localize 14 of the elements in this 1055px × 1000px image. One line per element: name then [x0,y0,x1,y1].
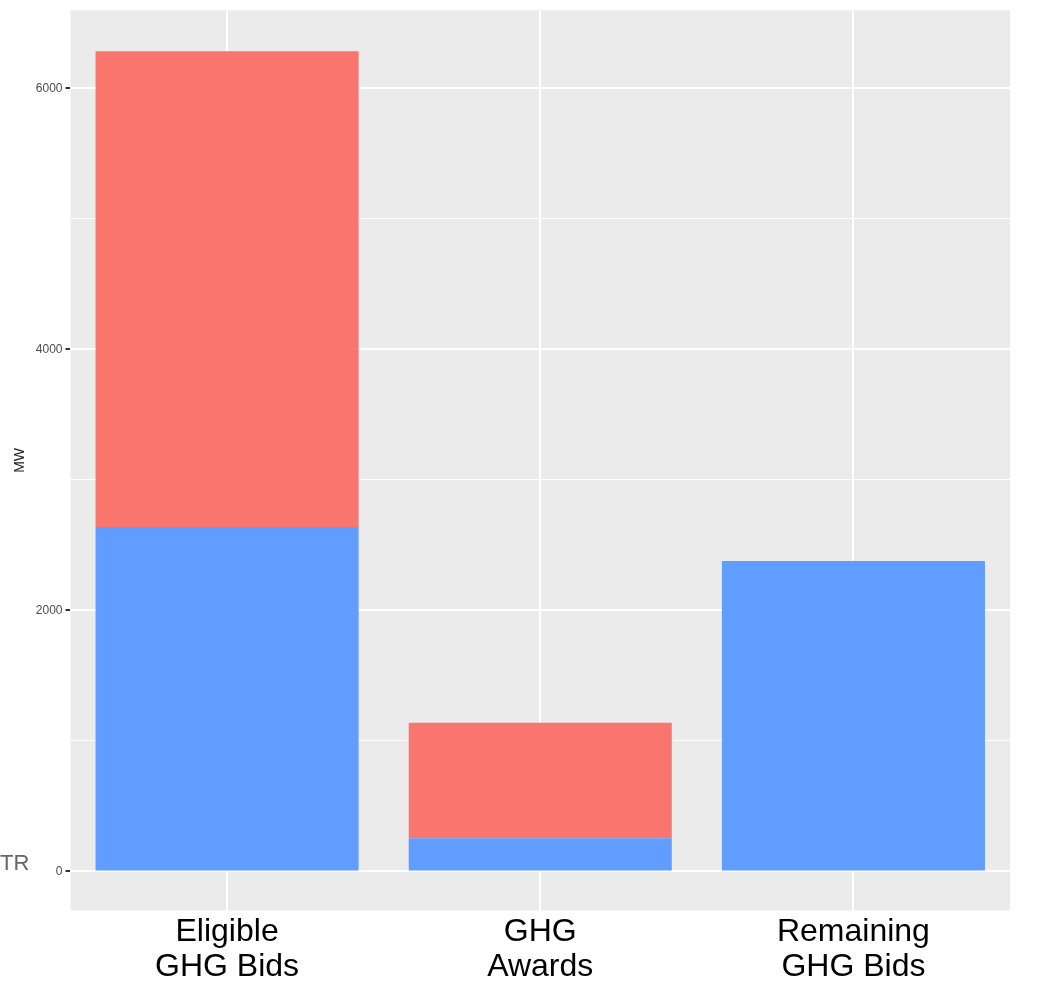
bar [95,51,359,527]
bar [408,722,672,839]
y-tick-label: 2000 [35,602,63,617]
y-tick-label: 4000 [35,341,63,356]
x-tick-label: Remaining GHG Bids [776,912,930,984]
y-axis-title: MW [11,447,28,473]
bar [95,526,359,871]
text: TR [0,850,30,876]
x-tick-label: GHG Awards [487,912,594,984]
y-tick-label: 0 [55,863,63,878]
y-tick-label: 6000 [35,80,63,95]
bar [721,560,985,871]
bar [408,838,672,871]
x-tick-label: Eligible GHG Bids [155,912,300,984]
